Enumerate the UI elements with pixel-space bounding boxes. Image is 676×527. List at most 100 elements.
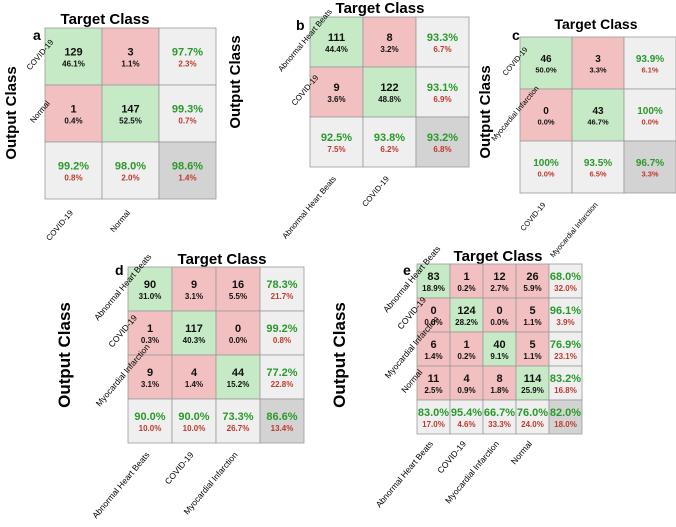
overall-accuracy-cell [158,141,217,200]
correct-cell [571,88,625,142]
row-summary-cell-secondary: 6.9% [433,95,451,104]
correct-cell-primary: 111 [328,32,345,44]
column-class-label: Abnormal Heart Beats [281,175,338,241]
column-summary-cell [215,398,261,444]
error-cell [515,297,550,333]
correct-cell [519,36,573,90]
column-summary-cell [515,399,550,435]
row-summary-cell-primary: 99.3% [172,104,203,116]
correct-cell-secondary: 25.9% [521,386,544,395]
error-cell [571,36,625,90]
column-summary-cell-secondary: 2.0% [121,174,139,183]
column-summary-cell-primary: 90.0% [178,411,209,423]
column-summary-cell-primary: 90.0% [134,411,165,423]
error-cell-secondary: 0.0% [424,318,442,327]
row-summary-cell [548,297,583,333]
overall-accuracy-cell-secondary: 18.0% [554,420,577,429]
correct-cell-secondary: 52.5% [119,117,142,126]
column-class-label: COVID-19 [518,201,547,233]
error-cell-secondary: 5.9% [523,284,541,293]
overall-accuracy-cell [415,116,470,168]
column-summary-cell [44,141,103,200]
error-cell-primary: 8 [386,32,392,44]
error-cell-secondary: 1.4% [424,352,442,361]
correct-cell-primary: 44 [232,367,245,379]
column-summary-cell-primary: 100% [533,158,559,169]
error-cell [416,365,451,401]
column-summary-cell [309,116,364,168]
row-summary-cell [548,331,583,367]
correct-cell-primary: 83 [427,271,439,283]
error-cell [515,331,550,367]
correct-cell-primary: 129 [64,47,82,59]
target-class-title: Target Class [454,248,543,265]
error-cell-primary: 5 [529,339,535,351]
error-cell-primary: 11 [428,373,440,385]
error-cell-secondary: 0.3% [141,336,159,345]
error-cell-primary: 9 [191,279,197,291]
error-cell-secondary: 0.0% [490,318,508,327]
row-summary-cell [259,354,305,400]
row-summary-cell [158,84,217,143]
output-class-label: Output Class [3,66,20,159]
row-summary-cell-primary: 97.7% [172,47,203,59]
target-class-title: Target Class [61,11,150,28]
overall-accuracy-cell [259,398,305,444]
overall-accuracy-cell-secondary: 6.8% [433,145,451,154]
error-cell-secondary: 1.1% [121,60,139,69]
row-summary-cell-secondary: 3.9% [556,318,574,327]
column-summary-cell-secondary: 0.8% [64,174,82,183]
overall-accuracy-cell-secondary: 3.3% [641,170,658,179]
error-cell-secondary: 1.8% [490,386,508,395]
panel-label: d [115,262,124,278]
column-summary-cell [571,140,625,194]
error-cell-primary: 9 [147,367,153,379]
error-cell [127,354,173,400]
error-cell [362,16,417,68]
row-summary-cell-secondary: 23.1% [554,352,577,361]
correct-cell [215,354,261,400]
row-summary-cell [158,27,217,86]
correct-cell-primary: 117 [185,323,203,335]
target-class-title: Target Class [336,0,425,17]
column-summary-cell-primary: 93.8% [374,132,405,144]
row-summary-cell-secondary: 6.1% [641,66,658,75]
column-summary-cell-secondary: 6.2% [380,145,398,154]
row-summary-cell [623,88,676,142]
error-cell-secondary: 1.1% [523,352,541,361]
correct-cell [44,27,103,86]
row-summary-cell-primary: 100% [637,106,663,117]
row-summary-cell [415,16,470,68]
overall-accuracy-cell-secondary: 13.4% [271,424,294,433]
error-cell-secondary: 0.0% [229,336,247,345]
column-summary-cell [171,398,217,444]
error-cell [101,27,160,86]
error-cell-primary: 12 [493,271,505,283]
error-cell-secondary: 3.2% [380,45,398,54]
correct-cell [127,266,173,312]
column-summary-cell-primary: 98.0% [115,161,146,173]
correct-cell-primary: 46 [540,54,552,65]
error-cell-primary: 16 [232,279,244,291]
column-summary-cell-secondary: 7.5% [327,145,345,154]
row-summary-cell-secondary: 16.8% [554,386,577,395]
error-cell-secondary: 3.6% [327,95,345,104]
target-class-title: Target Class [555,16,638,32]
column-class-label: Abnormal Heart Beats [90,450,151,520]
error-cell-primary: 0 [235,323,241,335]
row-summary-cell-secondary: 22.8% [271,380,294,389]
error-cell-primary: 3 [127,47,133,59]
error-cell-primary: 8 [496,373,502,385]
error-cell-primary: 0 [430,305,436,317]
error-cell-primary: 4 [463,373,470,385]
correct-cell-primary: 147 [121,104,139,116]
error-cell-primary: 1 [147,323,153,335]
error-cell-secondary: 3.3% [589,66,606,75]
column-class-label: Myocardial Infarction [548,201,599,260]
correct-cell-secondary: 18.9% [422,284,445,293]
column-summary-cell-secondary: 0.0% [537,170,554,179]
